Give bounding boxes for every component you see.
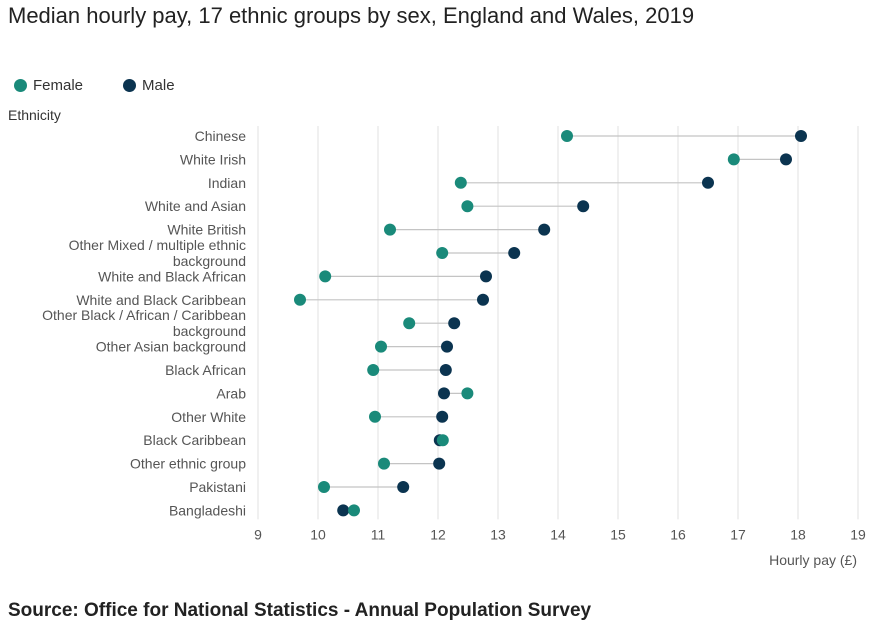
category-label: White and Black Caribbean bbox=[76, 292, 246, 308]
x-tick-label: 17 bbox=[730, 526, 746, 542]
category-label: Black African bbox=[165, 362, 246, 378]
gridlines bbox=[257, 126, 859, 520]
female-point bbox=[294, 293, 306, 306]
category-label: Pakistani bbox=[189, 479, 246, 495]
source-note: Source: Office for National Statistics -… bbox=[8, 600, 592, 621]
male-point bbox=[337, 504, 350, 517]
x-tick-label: 13 bbox=[490, 526, 506, 542]
x-tick-labels: 9 10 11 12 13 14 15 16 17 18 19 bbox=[254, 526, 866, 542]
category-label: Indian bbox=[208, 175, 246, 191]
male-point bbox=[538, 223, 551, 236]
category-label: Black Caribbean bbox=[143, 432, 246, 448]
category-label: background bbox=[173, 253, 246, 269]
x-tick-label: 14 bbox=[550, 526, 566, 542]
x-tick-label: 16 bbox=[670, 526, 686, 542]
female-markers bbox=[294, 130, 740, 517]
male-point bbox=[438, 387, 450, 400]
male-point bbox=[577, 200, 590, 213]
category-label: Chinese bbox=[195, 128, 247, 144]
category-label: Other ethnic group bbox=[130, 456, 246, 472]
x-tick-label: 10 bbox=[310, 526, 326, 542]
female-point bbox=[375, 340, 387, 353]
category-label: White and Asian bbox=[145, 198, 246, 214]
female-point bbox=[561, 130, 573, 142]
chart-title: Median hourly pay, 17 ethnic groups by s… bbox=[8, 3, 695, 28]
x-tick-label: 19 bbox=[850, 526, 866, 542]
male-point bbox=[780, 153, 792, 166]
female-point bbox=[403, 317, 416, 330]
category-label: Other White bbox=[171, 409, 246, 425]
x-tick-label: 11 bbox=[371, 526, 386, 542]
x-tick-label: 12 bbox=[430, 526, 446, 542]
category-label: Bangladeshi bbox=[169, 502, 246, 518]
male-point bbox=[508, 247, 521, 259]
legend-female-marker bbox=[14, 79, 27, 92]
category-label: White Irish bbox=[180, 151, 246, 167]
male-point bbox=[702, 176, 714, 189]
category-label: Other Asian background bbox=[96, 339, 246, 355]
male-point bbox=[436, 410, 449, 423]
female-point bbox=[319, 270, 332, 283]
female-point bbox=[436, 247, 449, 259]
legend-male-label: Male bbox=[142, 77, 175, 94]
category-label: White British bbox=[167, 222, 246, 238]
legend-item-male[interactable]: Male bbox=[123, 77, 175, 94]
male-point bbox=[441, 340, 453, 353]
female-point bbox=[461, 200, 474, 213]
male-point bbox=[433, 457, 446, 470]
female-point bbox=[369, 410, 381, 423]
male-point bbox=[477, 293, 489, 306]
female-point bbox=[461, 387, 474, 400]
male-point bbox=[439, 364, 452, 376]
male-point bbox=[397, 481, 410, 493]
female-point bbox=[378, 457, 390, 470]
female-point bbox=[384, 223, 396, 236]
connectors bbox=[300, 135, 801, 511]
female-point bbox=[454, 176, 467, 189]
x-axis-title: Hourly pay (£) bbox=[769, 552, 857, 568]
x-tick-label: 9 bbox=[254, 526, 262, 542]
female-point bbox=[318, 481, 330, 493]
female-point bbox=[727, 153, 740, 166]
category-label: Other Black / African / Caribbean bbox=[42, 307, 246, 323]
male-point bbox=[795, 130, 807, 142]
category-label: Other Mixed / multiple ethnic bbox=[69, 237, 246, 253]
category-labels: Chinese White Irish Indian White and Asian W… bbox=[42, 128, 246, 518]
legend: Female Male bbox=[14, 77, 215, 94]
female-point bbox=[436, 434, 449, 447]
male-point bbox=[480, 270, 492, 283]
dumbbell-plot: Chinese White Irish Indian White and Asian W… bbox=[42, 126, 866, 568]
legend-female-label: Female bbox=[33, 77, 84, 94]
legend-item-female[interactable]: Female bbox=[14, 77, 83, 94]
category-label: White and Black African bbox=[98, 268, 246, 284]
category-label: Arab bbox=[216, 385, 246, 401]
female-point bbox=[367, 364, 380, 376]
female-point bbox=[348, 504, 360, 517]
category-label: background bbox=[173, 323, 246, 339]
male-point bbox=[448, 317, 461, 330]
x-tick-label: 15 bbox=[610, 526, 626, 542]
y-axis-title: Ethnicity bbox=[8, 107, 61, 123]
x-tick-label: 18 bbox=[790, 526, 806, 542]
legend-male-marker bbox=[123, 79, 137, 92]
